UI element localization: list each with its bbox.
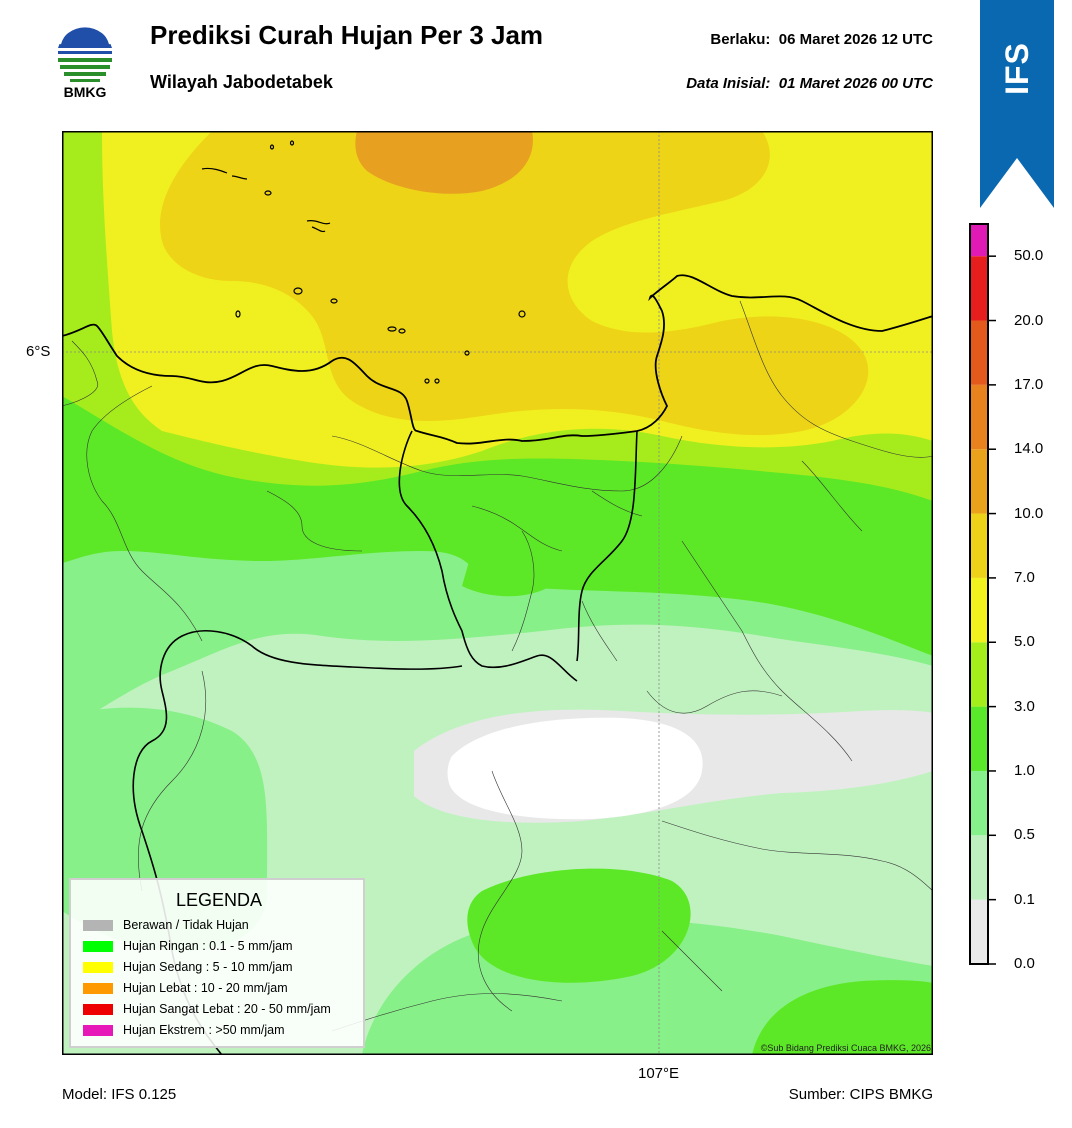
colorbar-segment <box>970 577 988 643</box>
province-boundary-east <box>576 430 638 662</box>
model-info: Model: IFS 0.125 <box>62 1086 177 1103</box>
colorbar-tick-label: 50.0 <box>1014 247 1044 265</box>
colorbar-segment <box>970 513 988 578</box>
colorbar-segment <box>970 256 988 321</box>
legend-swatch <box>83 1003 113 1015</box>
colorbar-tick-label: 7.0 <box>1014 568 1035 586</box>
thousand-islands <box>201 140 526 384</box>
colorbar-segment <box>970 384 988 450</box>
init-label: Data Inisial: <box>686 75 771 92</box>
colorbar-tick-label: 3.0 <box>1014 697 1035 715</box>
copyright-text: ©Sub Bidang Prediksi Cuaca BMKG, 2026 <box>760 1043 931 1053</box>
colorbar-border <box>969 223 989 965</box>
legend-swatch <box>83 940 113 952</box>
colorbar-segment <box>970 899 988 964</box>
valid-time: Berlaku: 06 Maret 2026 12 UTC <box>710 31 933 48</box>
legend-item: Hujan Ekstrem : >50 mm/jam <box>83 1021 285 1039</box>
model-ribbon <box>980 0 1054 208</box>
province-boundary-banten <box>398 430 578 682</box>
zone-green-pocket <box>462 540 567 597</box>
legend-item: Hujan Sangat Lebat : 20 - 50 mm/jam <box>83 1000 331 1018</box>
legend-label: Hujan Ringan : 0.1 - 5 mm/jam <box>123 939 293 953</box>
legend-label: Hujan Sangat Lebat : 20 - 50 mm/jam <box>123 1002 331 1016</box>
bmkg-logo-text: BMKG <box>63 84 107 100</box>
zone-white <box>447 717 703 820</box>
zone-green-corner <box>752 980 933 1055</box>
colorbar-segment <box>970 642 988 707</box>
coastline <box>62 274 933 445</box>
lon-label: 107°E <box>638 1065 680 1082</box>
zone-orange <box>355 131 533 194</box>
colorbar-tick-label: 0.0 <box>1014 955 1035 972</box>
legend-item: Berawan / Tidak Hujan <box>83 916 249 934</box>
rainfall-map <box>62 131 933 1055</box>
valid-label: Berlaku: <box>710 31 771 48</box>
legend-label: Berawan / Tidak Hujan <box>123 918 249 932</box>
model-badge: IFS <box>998 41 1035 95</box>
lat-label: 6°S <box>26 343 51 360</box>
colorbar-segment <box>970 770 988 836</box>
legend-item: Hujan Sedang : 5 - 10 mm/jam <box>83 958 293 976</box>
page-title: Prediksi Curah Hujan Per 3 Jam <box>150 20 544 50</box>
init-value: 01 Maret 2026 00 UTC <box>778 75 933 92</box>
legend-swatch <box>83 919 113 931</box>
colorbar-tick-label: 5.0 <box>1014 633 1035 651</box>
colorbar <box>969 223 996 965</box>
colorbar-tick-label: 17.0 <box>1014 375 1044 393</box>
colorbar-tick-label: 10.0 <box>1014 504 1044 522</box>
colorbar-segment <box>970 835 988 900</box>
legend-title: LEGENDA <box>175 890 263 910</box>
legend-swatch <box>83 982 113 994</box>
colorbar-tick-label: 0.5 <box>1014 826 1035 844</box>
init-time: Data Inisial: 01 Maret 2026 00 UTC <box>686 75 933 92</box>
source-info: Sumber: CIPS BMKG <box>788 1086 933 1103</box>
legend-swatch <box>83 1024 113 1036</box>
colorbar-segment <box>970 320 988 385</box>
legend-label: Hujan Lebat : 10 - 20 mm/jam <box>123 981 288 995</box>
valid-value: 06 Maret 2026 12 UTC <box>778 31 933 48</box>
colorbar-tick-label: 14.0 <box>1014 440 1044 458</box>
legend-label: Hujan Ekstrem : >50 mm/jam <box>123 1023 285 1037</box>
colorbar-segment <box>970 706 988 771</box>
colorbar-tick-label: 0.1 <box>1014 890 1035 908</box>
legend-swatch <box>83 961 113 973</box>
colorbar-segment <box>970 224 988 257</box>
page-subtitle: Wilayah Jabodetabek <box>150 72 333 92</box>
legend-item: Hujan Lebat : 10 - 20 mm/jam <box>83 979 288 997</box>
colorbar-segment <box>970 449 988 514</box>
legend-box: LEGENDA Berawan / Tidak Hujan Hujan Ring… <box>69 878 365 1048</box>
legend-item: Hujan Ringan : 0.1 - 5 mm/jam <box>83 937 293 955</box>
legend-label: Hujan Sedang : 5 - 10 mm/jam <box>123 960 293 974</box>
colorbar-tick-label: 1.0 <box>1014 761 1035 779</box>
zone-green-south <box>467 868 691 983</box>
bmkg-logo-icon <box>58 24 112 82</box>
colorbar-tick-label: 20.0 <box>1014 311 1044 329</box>
